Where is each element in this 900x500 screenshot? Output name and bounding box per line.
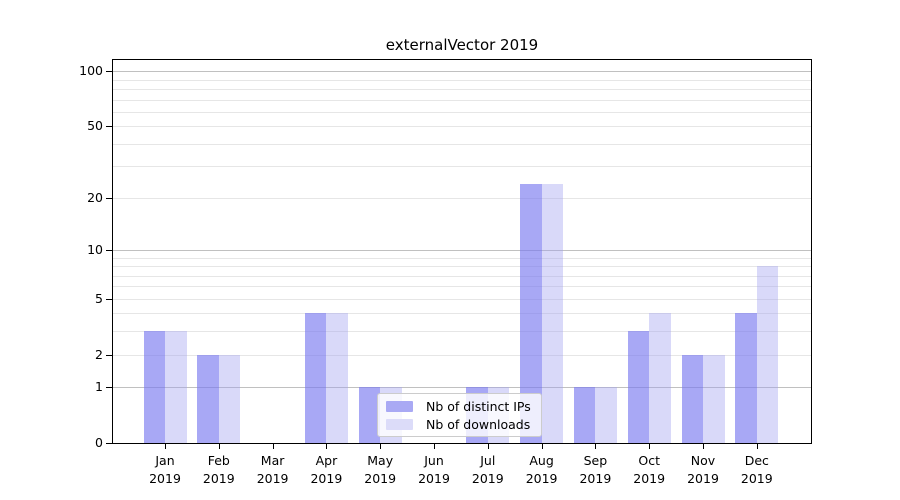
x-tick-year: 2019 bbox=[149, 471, 181, 486]
y-tick bbox=[106, 249, 113, 251]
x-tick-label: Oct 2019 bbox=[621, 452, 677, 488]
bar-distinct-ips bbox=[520, 183, 542, 443]
x-tick bbox=[649, 443, 651, 449]
bar-distinct-ips bbox=[143, 331, 165, 443]
x-tick bbox=[218, 443, 220, 449]
bar-distinct-ips bbox=[304, 313, 327, 443]
x-tick bbox=[541, 443, 543, 449]
gridline-major bbox=[113, 71, 811, 73]
x-tick-year: 2019 bbox=[471, 471, 504, 486]
gridline-minor bbox=[113, 166, 811, 168]
x-tick bbox=[595, 443, 597, 449]
y-tick bbox=[106, 443, 113, 444]
x-tick bbox=[756, 443, 758, 449]
x-tick-year: 2019 bbox=[687, 471, 719, 486]
gridline-major bbox=[113, 249, 811, 251]
y-tick-label: 1 bbox=[95, 379, 103, 395]
bar-downloads bbox=[703, 354, 725, 443]
y-tick-label: 2 bbox=[95, 346, 103, 362]
bar-distinct-ips bbox=[573, 387, 596, 443]
x-tick-label: Dec 2019 bbox=[729, 452, 785, 488]
y-tick-label: 0 bbox=[95, 435, 103, 450]
x-tick bbox=[165, 443, 166, 449]
bar-downloads bbox=[218, 354, 241, 443]
x-tick-label: May 2019 bbox=[352, 452, 408, 488]
x-tick-label: Sep 2019 bbox=[567, 452, 623, 488]
x-tick-year: 2019 bbox=[579, 471, 612, 486]
x-tick bbox=[380, 443, 382, 449]
legend-label-downloads: Nb of downloads bbox=[426, 416, 531, 432]
x-tick-label: Jun 2019 bbox=[406, 452, 462, 488]
gridline-minor bbox=[113, 257, 811, 259]
legend: Nb of distinct IPs Nb of downloads bbox=[377, 393, 542, 437]
gridline-minor bbox=[113, 111, 811, 113]
chart-title: externalVector 2019 bbox=[385, 36, 539, 54]
x-tick-year: 2019 bbox=[310, 471, 343, 486]
x-tick-year: 2019 bbox=[525, 471, 558, 486]
gridline-minor bbox=[113, 331, 811, 333]
x-tick-label: Apr 2019 bbox=[298, 452, 354, 488]
y-tick-label: 100 bbox=[79, 63, 103, 79]
x-tick-year: 2019 bbox=[633, 471, 666, 486]
x-tick bbox=[326, 443, 328, 449]
bar-distinct-ips bbox=[197, 354, 219, 443]
x-tick-label: Aug 2019 bbox=[514, 452, 570, 488]
bar-downloads bbox=[326, 313, 348, 443]
y-tick-label: 50 bbox=[87, 118, 103, 134]
y-tick bbox=[106, 197, 113, 199]
x-tick-year: 2019 bbox=[740, 471, 773, 486]
x-tick bbox=[272, 443, 274, 449]
x-tick-year: 2019 bbox=[202, 471, 235, 486]
legend-swatch-distinct-ips bbox=[386, 400, 413, 412]
gridline-minor bbox=[113, 298, 811, 300]
x-tick bbox=[703, 443, 704, 449]
legend-label-distinct-ips: Nb of distinct IPs bbox=[426, 398, 531, 414]
plot-area: Nb of distinct IPs Nb of downloads Jan 20… bbox=[79, 59, 812, 486]
bar-distinct-ips bbox=[627, 331, 650, 443]
x-tick-label: Nov 2019 bbox=[675, 452, 731, 488]
y-tick bbox=[106, 71, 113, 73]
y-tick bbox=[106, 298, 113, 300]
y-tick bbox=[106, 387, 113, 389]
bar-downloads bbox=[595, 387, 617, 443]
x-tick-label: Jul 2019 bbox=[460, 452, 516, 488]
gridline-minor bbox=[113, 126, 811, 128]
y-tick-label: 5 bbox=[95, 290, 103, 306]
x-tick-label: Mar 2019 bbox=[245, 452, 301, 488]
bar-distinct-ips bbox=[681, 354, 703, 443]
x-tick-label: Jan 2019 bbox=[137, 452, 193, 488]
x-tick-label: Feb 2019 bbox=[191, 452, 247, 488]
x-tick-year: 2019 bbox=[418, 471, 450, 486]
x-tick bbox=[487, 443, 489, 449]
gridline-minor bbox=[113, 197, 811, 199]
gridline-minor bbox=[113, 99, 811, 101]
y-tick-label: 10 bbox=[87, 241, 103, 257]
bar-downloads bbox=[541, 183, 564, 443]
y-tick-label: 20 bbox=[87, 189, 103, 205]
gridline-minor bbox=[113, 266, 811, 267]
legend-row-distinct-ips: Nb of distinct IPs bbox=[378, 399, 541, 414]
bar-downloads bbox=[649, 313, 671, 443]
gridline-minor bbox=[113, 275, 811, 277]
bar-distinct-ips bbox=[358, 387, 381, 443]
gridline-major bbox=[113, 387, 811, 389]
bar-downloads bbox=[165, 331, 187, 443]
bar-distinct-ips bbox=[735, 313, 757, 443]
x-tick-year: 2019 bbox=[256, 471, 289, 486]
gridline-minor bbox=[113, 79, 811, 81]
x-tick-year: 2019 bbox=[364, 471, 397, 486]
gridline-minor bbox=[113, 354, 811, 356]
legend-row-downloads: Nb of downloads bbox=[378, 417, 541, 432]
gridline-minor bbox=[113, 286, 811, 288]
bar-downloads bbox=[756, 266, 779, 443]
y-tick bbox=[106, 354, 113, 356]
x-tick bbox=[434, 443, 435, 449]
legend-swatch-downloads bbox=[386, 418, 413, 430]
gridline-minor bbox=[113, 143, 811, 145]
gridline-minor bbox=[113, 88, 811, 90]
y-tick bbox=[106, 126, 113, 128]
gridline-minor bbox=[113, 313, 811, 315]
